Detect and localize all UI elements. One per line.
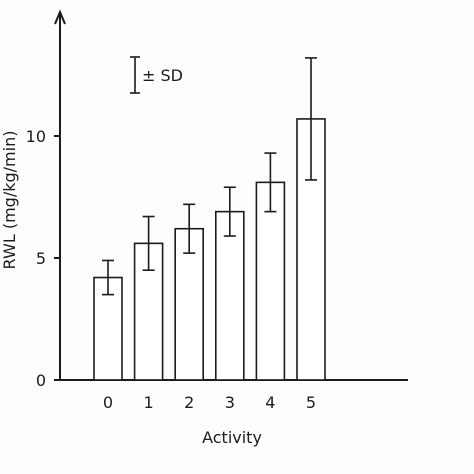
error-bar	[223, 186, 236, 237]
error-bar	[142, 215, 155, 272]
x-axis-title: Activity	[202, 428, 262, 447]
x-tick-label: 5	[306, 393, 316, 412]
bar	[215, 210, 245, 381]
x-tick-label: 2	[184, 393, 194, 412]
error-bars	[102, 57, 317, 296]
x-tick-label: 4	[265, 393, 275, 412]
x-ticks: 0 1 2 3 4 5	[103, 393, 316, 412]
y-axis-arrow-icon	[54, 9, 66, 25]
error-bar	[305, 57, 317, 181]
legend-label: ± SD	[142, 66, 183, 85]
legend: ± SD	[130, 56, 183, 94]
x-tick-label: 3	[225, 393, 235, 412]
y-tick-label: 5	[36, 249, 46, 268]
y-axis-title: RWL (mg/kg/min)	[0, 131, 19, 270]
x-tick-label: 0	[103, 393, 113, 412]
y-tick-label: 10	[26, 127, 46, 146]
bars	[93, 118, 326, 381]
sd-legend-icon	[130, 56, 140, 94]
y-tick-label: 0	[36, 371, 46, 390]
x-tick-label: 1	[144, 393, 154, 412]
error-bar	[183, 203, 196, 254]
error-bar	[102, 259, 114, 296]
error-bar	[264, 152, 277, 213]
y-ticks: 0 5 10	[26, 127, 60, 390]
bar	[174, 227, 204, 381]
